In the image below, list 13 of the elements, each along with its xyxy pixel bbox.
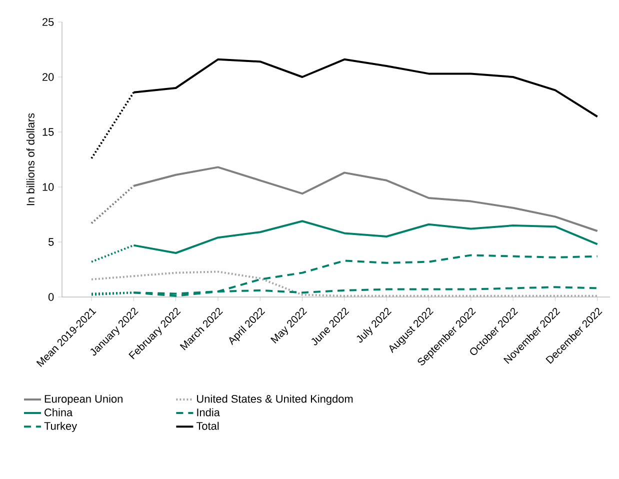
legend-label: China [44,408,73,416]
y-tick-label: 25 [42,18,54,26]
y-tick-label: 5 [48,238,54,246]
y-axis-title: In billions of dollars [26,113,34,206]
legend-label: Total [196,422,219,430]
legend-label: European Union [44,394,122,405]
legend-label: United States & United Kingdom [197,394,353,405]
legend-label: India [197,408,220,416]
y-tick-label: 20 [42,73,54,81]
y-tick-label: 15 [42,128,54,136]
y-tick-label: 10 [42,183,54,191]
legend-label: Turkey [44,422,78,432]
y-tick-label: 0 [48,293,54,301]
